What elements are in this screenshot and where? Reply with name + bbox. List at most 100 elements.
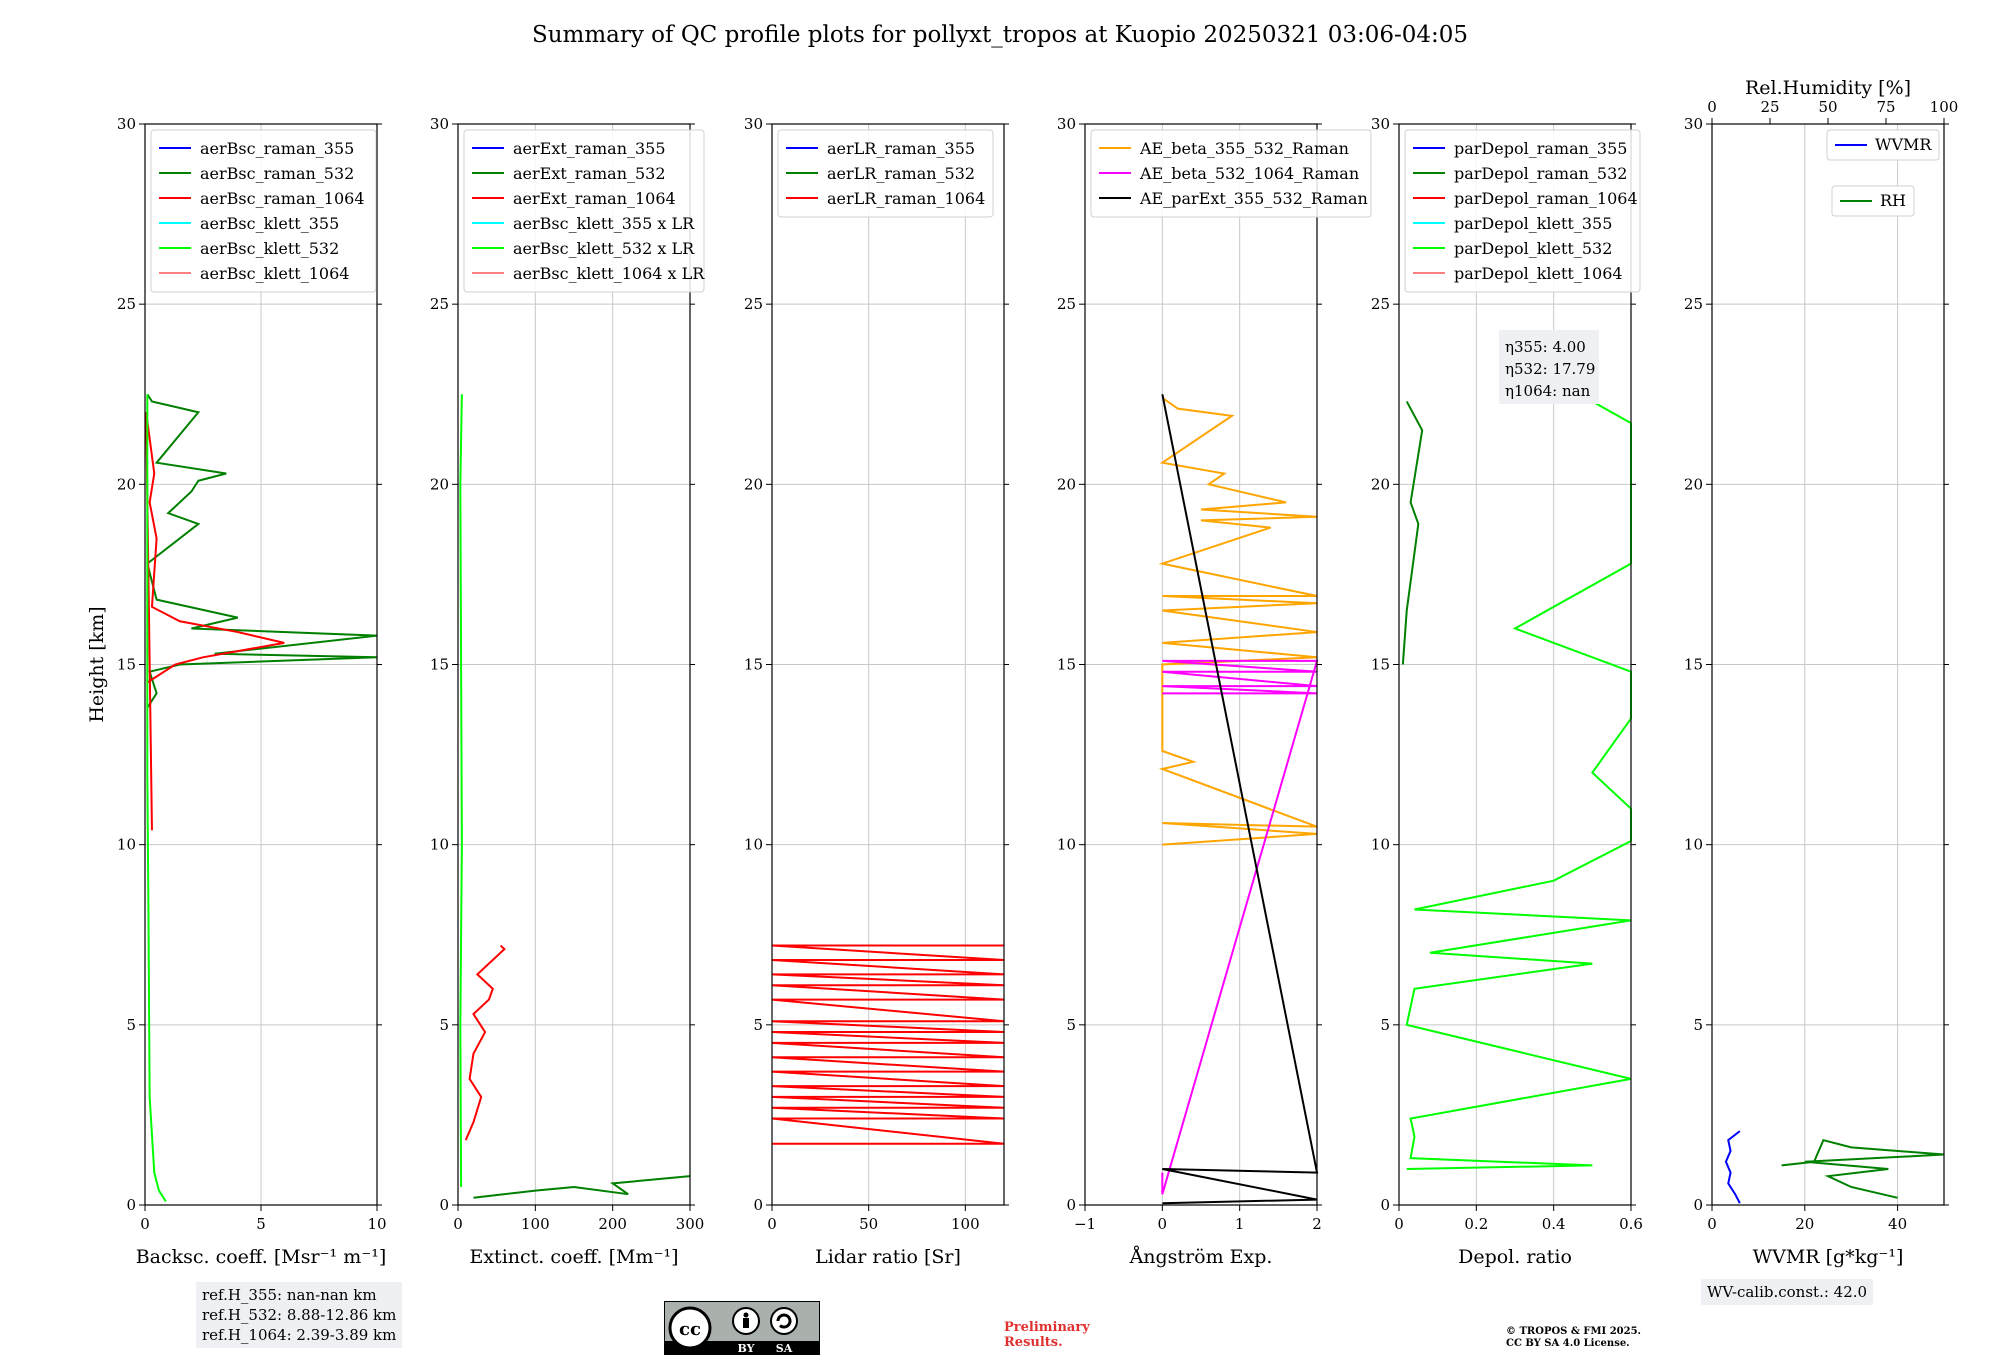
y-tick-label: 5 [126,1016,136,1034]
x-tick-label: 100 [521,1215,550,1233]
y-tick-label: 25 [1371,295,1390,313]
y-tick-label: 0 [753,1196,763,1214]
y-tick-label: 30 [1371,115,1390,133]
legend-box [1831,185,1915,217]
y-tick-label: 5 [439,1016,449,1034]
cc-icon [668,1306,712,1350]
y-tick-label: 20 [744,475,763,493]
y-tick-label: 25 [744,295,763,313]
legend-entry: aerLR_raman_355 [827,139,975,158]
figure-title: Summary of QC profile plots for pollyxt_… [531,22,1469,48]
series-AE_beta_532_1064_Raman [1161,659,1319,1195]
y-tick-label: 30 [744,115,763,133]
y-tick-label: 20 [430,475,449,493]
y-tick-label: 10 [117,836,136,854]
series-RH [1781,1138,1945,1199]
x-tick-label: −1 [1074,1215,1096,1233]
y-tick-label: 5 [1380,1016,1390,1034]
panel-lidar-ratio: 0 50 100 0 5 10 15 20 25 30 Lidar ratio [Sr] aerLR_… [744,115,1009,1268]
legend-entry: parDepol_raman_1064 [1454,189,1638,208]
x-tick-label: 0 [1158,1215,1168,1233]
svg-text:cc: cc [679,1319,701,1340]
x-axis-label: Ångström Exp. [1129,1246,1273,1268]
x-tick-label: 0 [140,1215,150,1233]
x-tick-label: 0 [1394,1215,1404,1233]
x-tick-label: 1 [1235,1215,1245,1233]
legend-box [1826,129,1940,161]
top-tick-label: 0 [1707,98,1717,116]
top-tick-label: 25 [1760,98,1779,116]
x-tick-label: 0 [767,1215,777,1233]
y-tick-label: 30 [430,115,449,133]
reference-height-box: ref.H_355: nan-nan km ref.H_532: 8.88-12… [196,1282,403,1348]
y-tick-label: 15 [1057,656,1076,674]
legend-box [1090,129,1372,218]
x-axis-label: Extinct. coeff. [Mm⁻¹] [469,1246,678,1268]
series-aerBsc_klett_532 [146,394,167,1202]
series-AE_beta_355_532_Raman [1158,397,1318,846]
x-axis-label: Depol. ratio [1458,1246,1572,1268]
y-tick-label: 30 [1684,115,1703,133]
y-tick-label: 0 [1693,1196,1703,1214]
legend-entry: AE_parExt_355_532_Raman [1139,189,1368,208]
y-tick-label: 10 [1371,836,1390,854]
preliminary-line-2: Results. [1004,1335,1063,1350]
legend-entry: parDepol_klett_532 [1454,239,1612,258]
copyright-line-2: CC BY SA 4.0 License. [1506,1338,1630,1349]
cc-by-sa-badge: cc BY SA [664,1301,820,1355]
legend-entry: aerExt_raman_1064 [513,189,676,208]
y-tick-label: 25 [430,295,449,313]
legend-entry: RH [1880,191,1906,210]
ref-h-532: ref.H_532: 8.88-12.86 km [202,1306,397,1324]
legend-box [150,129,377,293]
x-tick-label: 0 [1707,1215,1717,1233]
sa-icon [770,1307,798,1335]
x-axis-label: WVMR [g*kg⁻¹] [1753,1246,1904,1268]
y-tick-label: 30 [1057,115,1076,133]
x-tick-label: 300 [676,1215,705,1233]
y-tick-label: 10 [430,836,449,854]
series-aerExt_raman_532 [473,1175,691,1199]
wv-calibration-box: WV-calib.const.: 42.0 [1701,1279,1874,1305]
y-tick-label: 10 [1684,836,1703,854]
x-tick-label: 100 [951,1215,980,1233]
y-tick-label: 15 [1371,656,1390,674]
legend-entry: aerBsc_raman_532 [200,164,354,183]
preliminary-line-1: Preliminary [1004,1320,1090,1335]
top-tick-label: 50 [1818,98,1837,116]
legend-entry: aerBsc_klett_532 x LR [513,239,695,258]
series-aerExt_raman_1064 [464,944,506,1141]
legend-entry: aerBsc_klett_355 x LR [513,214,695,233]
x-axis-label: Backsc. coeff. [Msr⁻¹ m⁻¹] [136,1246,387,1268]
y-tick-label: 25 [1684,295,1703,313]
x-tick-label: 0.2 [1464,1215,1488,1233]
y-tick-label: 10 [744,836,763,854]
x-tick-label: 0 [453,1215,463,1233]
eta-box [1499,330,1599,404]
x-tick-label: 200 [598,1215,627,1233]
legend-entry: aerBsc_raman_1064 [200,189,365,208]
y-tick-label: 5 [1066,1016,1076,1034]
legend-box [1404,129,1641,293]
legend-box [777,129,994,218]
badge-by-text: BY [738,1342,755,1355]
y-tick-label: 0 [1066,1196,1076,1214]
legend-entry: AE_beta_355_532_Raman [1139,139,1349,158]
y-tick-label: 0 [1380,1196,1390,1214]
y-tick-label: 15 [117,656,136,674]
eta-value: η1064: nan [1505,382,1591,400]
legend-entry: AE_beta_532_1064_Raman [1139,164,1359,183]
preliminary-note: Preliminary Results. [1004,1320,1090,1350]
copyright-note: © TROPOS & FMI 2025. CC BY SA 4.0 Licens… [1506,1326,1641,1350]
series-parDepol_klett_532 [1405,400,1632,1170]
panel-extinction: 0 100 200 300 0 5 10 15 20 25 30 Extinct. coeff. [M… [430,115,705,1268]
y-tick-label: 20 [1684,475,1703,493]
legend-entry: aerBsc_klett_355 [200,214,339,233]
x-tick-label: 5 [256,1215,266,1233]
x-tick-label: 0.4 [1542,1215,1566,1233]
legend-box [463,129,705,293]
series-WVMR [1724,1130,1741,1204]
y-tick-label: 5 [753,1016,763,1034]
copyright-line-1: © TROPOS & FMI 2025. [1506,1326,1642,1337]
y-tick-label: 20 [117,475,136,493]
